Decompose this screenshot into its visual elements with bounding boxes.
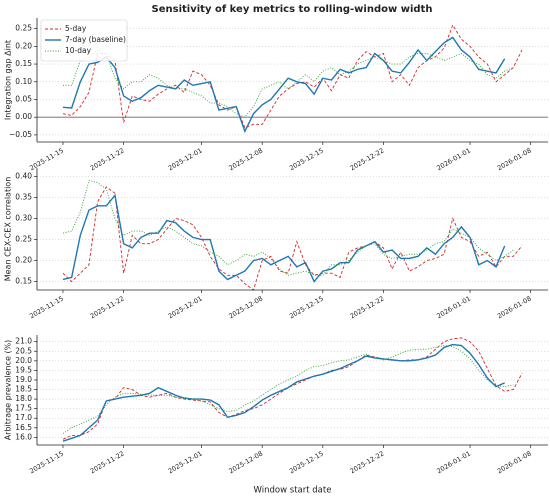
y-tick-label: 0.15 [15, 59, 32, 68]
series-line [62, 180, 514, 276]
x-tick-label: 2025-12-15 [288, 295, 325, 321]
y-tick-label: 0.35 [15, 192, 32, 201]
x-tick-label: 2026-01-08 [496, 147, 533, 173]
x-tick-label: 2026-01-01 [435, 295, 472, 321]
y-tick-label: 20.5 [15, 346, 32, 355]
y-tick-label: 18.0 [15, 394, 32, 403]
x-tick-label: 2025-12-08 [227, 450, 264, 476]
y-tick-label: 0.25 [15, 235, 32, 244]
legend-frame [40, 19, 128, 62]
series-line [62, 345, 514, 434]
series-line [62, 343, 505, 442]
series-line [62, 24, 523, 129]
x-tick-label: 2025-12-01 [167, 147, 204, 173]
y-tick-label: −0.05 [9, 130, 32, 139]
legend-label: 7-day (baseline) [65, 35, 126, 44]
y-tick-label: 0.10 [15, 77, 32, 86]
x-tick-label: 2025-12-22 [349, 295, 386, 321]
x-tick-label: 2025-12-01 [167, 450, 204, 476]
figure-title: Sensitivity of key metrics to rolling-wi… [152, 4, 433, 15]
x-tick-label: 2025-11-15 [28, 450, 65, 476]
x-tick-label: 2025-12-01 [167, 295, 204, 321]
x-tick-label: 2026-01-08 [496, 295, 533, 321]
y-tick-label: 0.20 [15, 256, 32, 265]
y-axis-label: Arbitrage prevalence (%) [4, 340, 13, 441]
x-tick-label: 2025-11-22 [89, 295, 126, 321]
x-tick-label: 2025-11-15 [28, 147, 65, 173]
x-tick-label: 2025-12-22 [349, 450, 386, 476]
y-tick-label: 16.5 [15, 423, 32, 432]
y-tick-label: 0.15 [15, 277, 32, 286]
y-axis-label: Mean CEX-CEX correlation [4, 177, 13, 282]
x-tick-label: 2025-11-22 [89, 147, 126, 173]
legend-label: 10-day [65, 46, 92, 55]
x-tick-label: 2025-11-15 [28, 295, 65, 321]
y-tick-label: 19.5 [15, 365, 32, 374]
legend-label: 5-day [65, 24, 87, 33]
y-tick-label: 0.25 [15, 24, 32, 33]
x-tick-label: 2025-12-15 [288, 450, 325, 476]
y-tick-label: 0.00 [15, 112, 32, 121]
y-tick-label: 0.20 [15, 41, 32, 50]
series-line [62, 49, 514, 118]
x-tick-label: 2025-12-15 [288, 147, 325, 173]
legend: 5-day 7-day (baseline) 10-day [40, 19, 128, 62]
y-axis-label: Integration gap Δint [4, 40, 13, 120]
series-line [62, 36, 506, 134]
series-line [62, 186, 523, 291]
y-tick-label: 19.0 [15, 375, 32, 384]
x-tick-label: 2026-01-08 [496, 450, 533, 476]
x-tick-label: 2026-01-01 [435, 450, 472, 476]
series-line [62, 193, 506, 283]
y-tick-label: 16.0 [15, 432, 32, 441]
y-tick-label: 0.05 [15, 94, 32, 103]
y-tick-label: 0.30 [15, 213, 32, 222]
y-tick-label: 0.40 [15, 171, 32, 180]
y-tick-label: 17.5 [15, 404, 32, 413]
y-tick-label: 20.0 [15, 356, 32, 365]
series-line [62, 337, 523, 440]
y-tick-label: 18.5 [15, 385, 32, 394]
x-tick-label: 2025-12-08 [227, 147, 264, 173]
y-tick-label: 17.0 [15, 413, 32, 422]
x-tick-label: 2025-12-08 [227, 295, 264, 321]
x-tick-label: 2025-11-22 [89, 450, 126, 476]
y-tick-label: 21.0 [15, 337, 32, 346]
x-tick-label: 2026-01-01 [435, 147, 472, 173]
x-tick-label: 2025-12-22 [349, 147, 386, 173]
x-axis-label: Window start date [254, 486, 332, 496]
